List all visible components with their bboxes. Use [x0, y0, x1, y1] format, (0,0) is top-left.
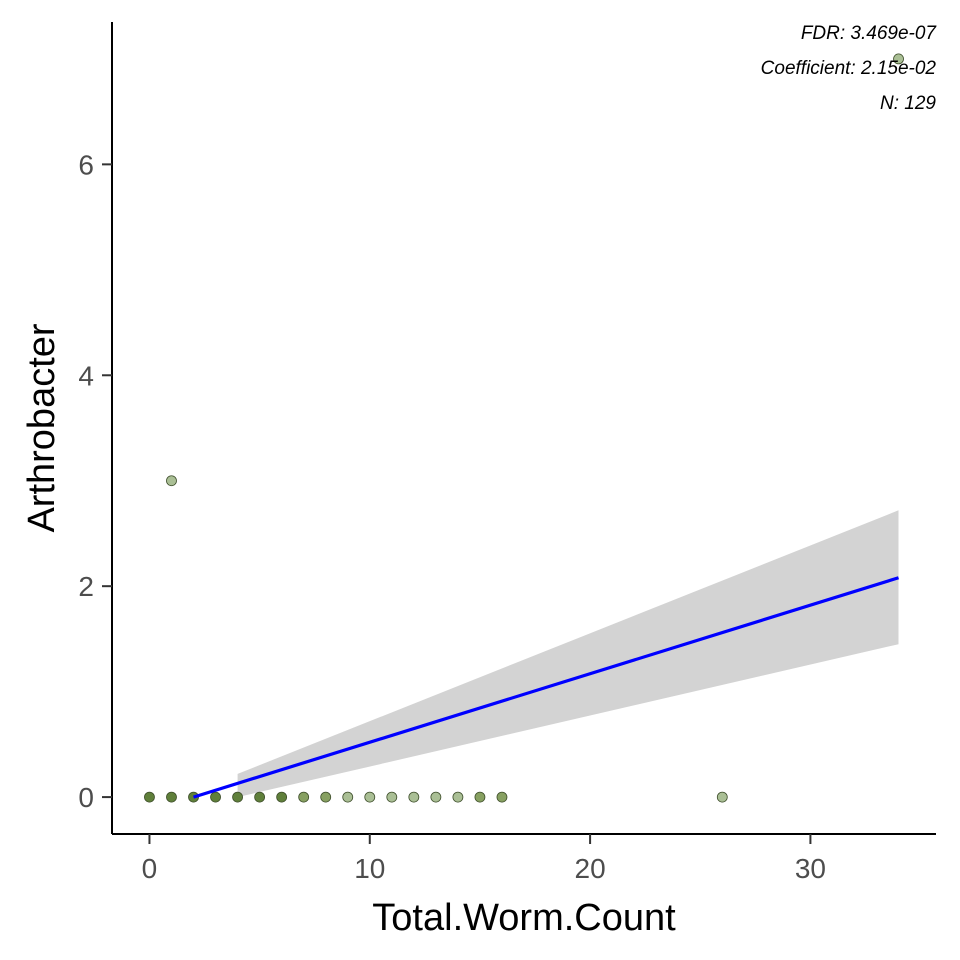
data-point — [364, 791, 376, 803]
data-point — [298, 791, 310, 803]
confidence-band — [237, 510, 899, 798]
y-tick-label: 4 — [78, 360, 94, 391]
x-axis-title: Total.Worm.Count — [372, 897, 676, 939]
data-point — [320, 791, 332, 803]
points-layer — [144, 53, 904, 803]
data-point — [386, 791, 398, 803]
x-tick-label: 10 — [354, 853, 385, 884]
y-ticks: 0 2 4 6 — [78, 149, 112, 813]
y-axis-title: Arthrobacter — [21, 323, 63, 532]
y-tick-label: 6 — [78, 149, 94, 180]
fdr-annotation: FDR: 3.469e-07 — [801, 23, 938, 44]
data-point — [276, 791, 288, 803]
data-point — [166, 475, 177, 487]
data-point — [496, 791, 508, 803]
regression-layer — [193, 576, 900, 799]
coefficient-annotation: Coefficient: 2.15e-02 — [761, 58, 937, 79]
data-point — [232, 791, 243, 803]
data-point — [452, 791, 464, 803]
x-tick-label: 20 — [575, 853, 606, 884]
x-tick-label: 0 — [142, 853, 158, 884]
data-point — [893, 53, 904, 65]
data-point — [342, 791, 354, 803]
y-tick-label: 0 — [78, 782, 94, 813]
data-point — [408, 791, 420, 803]
y-tick-label: 2 — [78, 571, 94, 602]
x-ticks: 0 10 20 30 — [142, 834, 826, 884]
data-point — [716, 791, 728, 803]
data-point — [254, 791, 266, 803]
regression-line — [193, 576, 900, 799]
n-annotation: N: 129 — [880, 93, 936, 114]
data-point — [166, 791, 177, 803]
data-point — [210, 791, 221, 803]
data-point — [474, 791, 486, 803]
confidence-band-layer — [237, 510, 899, 798]
data-point — [430, 791, 442, 803]
x-tick-label: 30 — [795, 853, 826, 884]
data-point — [144, 791, 155, 803]
